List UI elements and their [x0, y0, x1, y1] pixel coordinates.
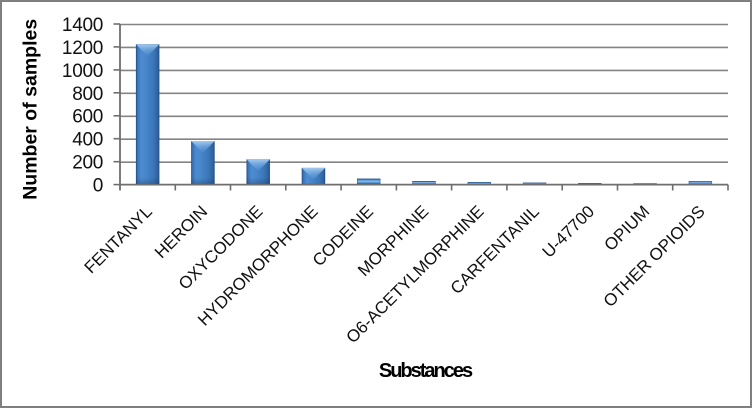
- svg-text:200: 200: [72, 153, 103, 174]
- svg-text:800: 800: [72, 84, 103, 105]
- svg-text:Substances: Substances: [379, 360, 473, 382]
- svg-text:Number of samples: Number of samples: [20, 19, 42, 200]
- svg-text:400: 400: [72, 130, 103, 151]
- svg-text:1000: 1000: [62, 61, 103, 82]
- svg-text:600: 600: [72, 107, 103, 128]
- svg-text:1400: 1400: [62, 15, 103, 36]
- svg-text:1200: 1200: [62, 38, 103, 59]
- svg-text:0: 0: [93, 176, 103, 197]
